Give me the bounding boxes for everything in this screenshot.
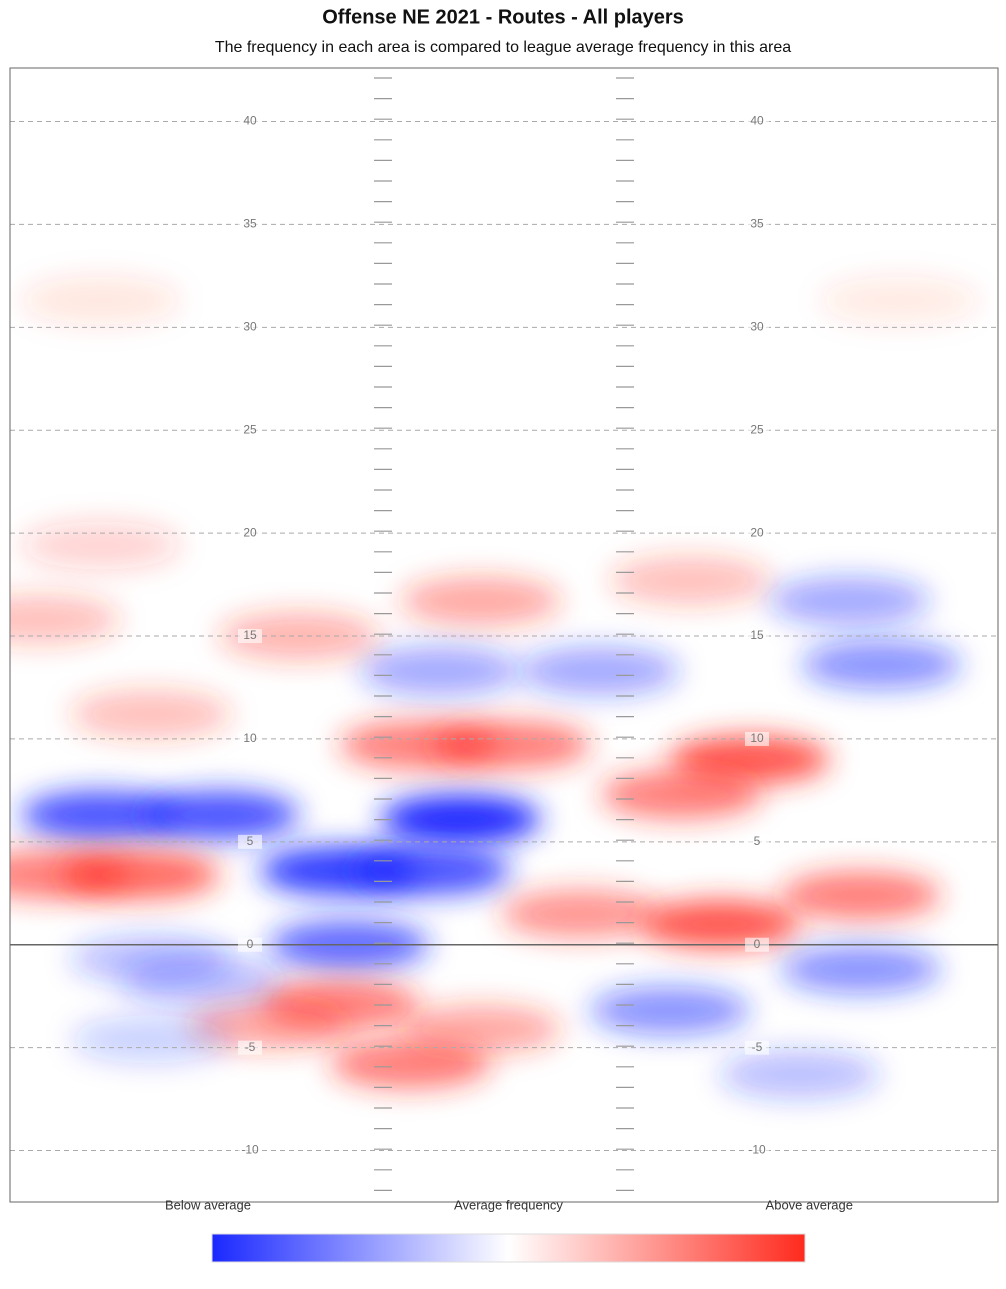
y-tick-label: 10	[750, 731, 764, 745]
heat-blob	[430, 721, 591, 770]
heat-blob	[120, 955, 281, 1004]
chart-subtitle: The frequency in each area is compared t…	[215, 39, 791, 56]
tick-label-bg	[238, 320, 262, 335]
heat-blob	[639, 900, 800, 949]
heat-blob	[70, 1015, 231, 1064]
field-layer: -10 -10 -5 -5 0 0 5 5 10 10 15 15 20 20 25 25 30 30 35 35 40…	[10, 77, 998, 1192]
y-tick-label: 35	[243, 217, 257, 231]
tick-label-bg	[745, 1040, 769, 1055]
y-tick-label: 30	[243, 319, 257, 333]
colorbar	[211, 1233, 806, 1263]
y-tick-label: 30	[750, 319, 764, 333]
heat-blob	[400, 577, 561, 626]
heat-blob	[330, 1040, 491, 1089]
tick-label-bg	[238, 217, 262, 232]
tick-label-bg	[238, 1040, 262, 1055]
tick-label-bg	[238, 937, 262, 952]
heatmap-layer	[10, 276, 980, 1099]
heat-blob	[500, 889, 661, 938]
heat-blob	[801, 640, 962, 689]
heat-blob	[10, 595, 120, 644]
tick-label-bg	[745, 731, 769, 746]
heat-blob	[719, 1050, 880, 1099]
y-tick-label: 15	[750, 628, 764, 642]
heat-blob	[400, 1005, 561, 1054]
y-tick-label: 10	[243, 731, 257, 745]
y-tick-label: 40	[243, 114, 257, 128]
colorbar-label: Below average	[165, 1197, 251, 1212]
heat-blob	[20, 521, 181, 570]
tick-label-bg	[238, 423, 262, 438]
heat-blob	[70, 690, 231, 739]
tick-label-bg	[238, 731, 262, 746]
y-tick-label: 5	[247, 834, 254, 848]
tick-label-bg	[745, 423, 769, 438]
heat-blob	[589, 986, 750, 1035]
tick-label-bg	[745, 217, 769, 232]
heat-blob	[139, 791, 300, 840]
y-tick-label: 40	[750, 114, 764, 128]
y-tick-label: -5	[752, 1040, 763, 1054]
tick-label-bg	[745, 114, 769, 129]
tick-label-bg	[745, 526, 769, 541]
y-tick-label: -10	[241, 1143, 259, 1157]
tick-label-bg	[238, 114, 262, 129]
colorbar-label: Above average	[766, 1197, 853, 1212]
heat-blob	[669, 735, 830, 784]
plot-frame	[9, 67, 999, 1203]
y-tick-label: 0	[247, 937, 254, 951]
y-tick-label: 5	[754, 834, 761, 848]
tick-label-bg	[238, 629, 262, 644]
y-tick-label: 20	[750, 525, 764, 539]
tick-label-bg	[238, 834, 262, 849]
tick-label-bg	[745, 629, 769, 644]
chart-title: Offense NE 2021 - Routes - All players	[322, 6, 684, 28]
tick-label-bg	[745, 834, 769, 849]
heat-blob	[780, 871, 941, 920]
tick-label-bg	[238, 526, 262, 541]
y-tick-label: 35	[750, 217, 764, 231]
y-tick-label: -10	[748, 1143, 766, 1157]
heat-blob	[519, 647, 680, 696]
y-tick-label: 20	[243, 525, 257, 539]
heat-blob	[360, 647, 521, 696]
heat-blob	[780, 945, 941, 994]
tick-label-bg	[745, 320, 769, 335]
y-tick-label: 25	[750, 422, 764, 436]
y-tick-label: 25	[243, 422, 257, 436]
tick-label-bg	[745, 937, 769, 952]
heat-blob	[20, 791, 181, 840]
y-tick-label: 15	[243, 628, 257, 642]
heat-blob	[350, 846, 511, 895]
heat-blob	[819, 276, 980, 325]
tick-label-bg	[745, 1143, 769, 1158]
heat-blob	[380, 795, 541, 844]
heat-blob	[610, 556, 771, 605]
heat-blob	[601, 770, 762, 819]
heat-blob	[20, 276, 181, 325]
heat-blob	[59, 850, 220, 899]
y-tick-label: 0	[754, 937, 761, 951]
tick-label-bg	[238, 1143, 262, 1158]
y-tick-label: -5	[245, 1040, 256, 1054]
heat-blob	[769, 577, 930, 626]
colorbar-label: Average frequency	[454, 1197, 563, 1212]
